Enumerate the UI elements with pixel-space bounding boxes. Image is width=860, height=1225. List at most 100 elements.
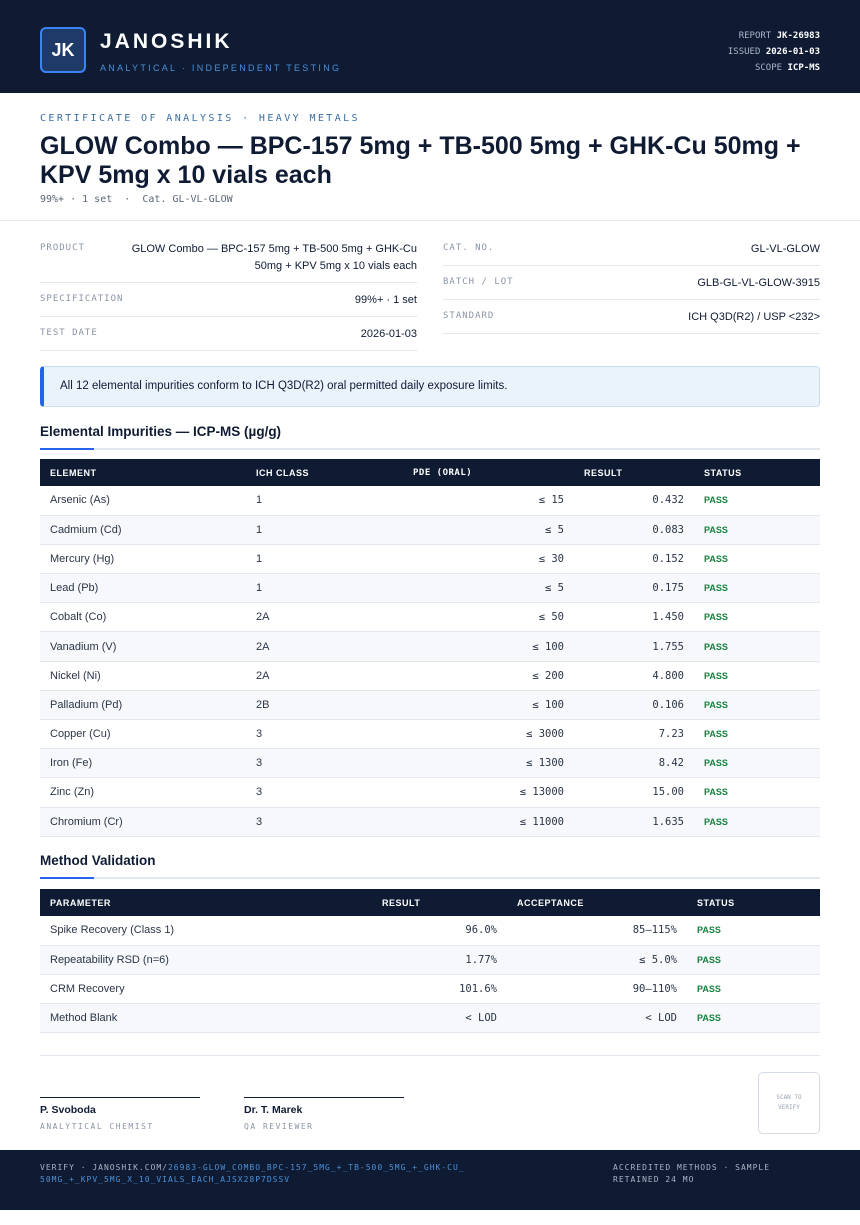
details: PRODUCT GLOW Combo — BPC-157 5mg + TB-500… bbox=[40, 232, 820, 351]
status: PASS bbox=[694, 602, 820, 633]
table-row: Repeatability RSD (n=6) 1.77% ≤ 5.0% PASS bbox=[40, 945, 820, 975]
cell: 7.23 bbox=[574, 719, 694, 750]
cell: 3 bbox=[246, 719, 403, 750]
table-row: Copper (Cu) 3 ≤ 3000 7.23 PASS bbox=[40, 719, 820, 750]
scope: ICP-MS bbox=[787, 63, 820, 73]
column-header: RESULT bbox=[574, 459, 694, 486]
table-row: Lead (Pb) 1 ≤ 5 0.175 PASS bbox=[40, 573, 820, 604]
cell: 0.175 bbox=[574, 573, 694, 604]
cell: 3 bbox=[246, 777, 403, 808]
footer-note: ACCREDITED METHODS · SAMPLE RETAINED 24 … bbox=[613, 1163, 771, 1184]
status: PASS bbox=[694, 719, 820, 750]
cell: ≤ 200 bbox=[403, 661, 574, 691]
details-left: PRODUCT GLOW Combo — BPC-157 5mg + TB-500… bbox=[40, 232, 417, 351]
cell: ≤ 5 bbox=[403, 573, 574, 604]
validation-table: PARAMETER RESULT ACCEPTANCE STATUS Spike Rec… bbox=[40, 889, 820, 1034]
cell: 0.432 bbox=[574, 486, 694, 516]
cell: 1.635 bbox=[574, 807, 694, 837]
signature: P. Svoboda ANALYTICAL CHEMIST bbox=[40, 1097, 200, 1131]
cell: Arsenic (As) bbox=[40, 486, 246, 516]
cell: 15.00 bbox=[574, 777, 694, 808]
cell: Zinc (Zn) bbox=[40, 777, 246, 808]
cell: 96.0% bbox=[372, 916, 507, 946]
table-row: Arsenic (As) 1 ≤ 15 0.432 PASS bbox=[40, 486, 820, 516]
table-row: Cadmium (Cd) 1 ≤ 5 0.083 PASS bbox=[40, 515, 820, 545]
status: PASS bbox=[694, 544, 820, 575]
cell: Palladium (Pd) bbox=[40, 690, 246, 721]
status: PASS bbox=[687, 945, 820, 975]
cell: 1.450 bbox=[574, 602, 694, 633]
kicker: CERTIFICATE OF ANALYSIS · HEAVY METALS bbox=[40, 113, 360, 124]
status: PASS bbox=[694, 515, 820, 545]
cell: ≤ 30 bbox=[403, 544, 574, 575]
cell: 0.152 bbox=[574, 544, 694, 575]
cell: 1 bbox=[246, 573, 403, 604]
status: PASS bbox=[694, 807, 820, 837]
cell: ≤ 11000 bbox=[403, 807, 574, 837]
cell: 3 bbox=[246, 748, 403, 779]
cell: 1.755 bbox=[574, 631, 694, 662]
report-id: JK-26983 bbox=[776, 31, 820, 41]
column-header: ACCEPTANCE bbox=[507, 889, 687, 916]
table-row: Vanadium (V) 2A ≤ 100 1.755 PASS bbox=[40, 631, 820, 662]
table-row: Iron (Fe) 3 ≤ 1300 8.42 PASS bbox=[40, 748, 820, 779]
table-row: Chromium (Cr) 3 ≤ 11000 1.635 PASS bbox=[40, 807, 820, 837]
cell: Chromium (Cr) bbox=[40, 807, 246, 837]
status: PASS bbox=[687, 974, 820, 1005]
cell: ≤ 50 bbox=[403, 602, 574, 633]
issued-date: 2026-01-03 bbox=[765, 47, 820, 57]
status: PASS bbox=[694, 748, 820, 779]
cell: ≤ 13000 bbox=[403, 777, 574, 808]
detail-label: SPECIFICATION bbox=[40, 294, 124, 304]
cell: 4.800 bbox=[574, 661, 694, 691]
cell: Cobalt (Co) bbox=[40, 602, 246, 633]
detail-value: GLB-GL-VL-GLOW-3915 bbox=[697, 277, 820, 289]
subtitle: 99%+ · 1 set · Cat. GL-VL-GLOW bbox=[40, 194, 233, 205]
cell: 1 bbox=[246, 515, 403, 545]
detail-row: SPECIFICATION 99%+ · 1 set bbox=[40, 283, 417, 317]
report-meta: REPORT JK-26983 ISSUED 2026-01-03 SCOPE … bbox=[728, 28, 820, 76]
column-header: ICH CLASS bbox=[246, 459, 403, 486]
detail-label: BATCH / LOT bbox=[443, 277, 514, 287]
cell: 2A bbox=[246, 602, 403, 633]
cell: 1 bbox=[246, 486, 403, 516]
signer-name: P. Svoboda bbox=[40, 1104, 96, 1116]
label: SCOPE bbox=[754, 63, 783, 73]
section-title: Elemental Impurities — ICP-MS (µg/g) bbox=[40, 424, 820, 450]
verify-link[interactable]: 26983-GLOW_COMBO_BPC-157_5MG_+_TB-500_5M… bbox=[40, 1163, 465, 1184]
cell: Iron (Fe) bbox=[40, 748, 246, 779]
cell: ≤ 5.0% bbox=[507, 945, 687, 975]
column-header: ELEMENT bbox=[40, 459, 246, 486]
detail-label: CAT. NO. bbox=[443, 243, 495, 253]
detail-row: STANDARD ICH Q3D(R2) / USP <232> bbox=[443, 300, 820, 334]
title: GLOW Combo — BPC-157 5mg + TB-500 5mg + … bbox=[40, 132, 801, 189]
detail-value: 99%+ · 1 set bbox=[354, 294, 417, 306]
detail-row: PRODUCT GLOW Combo — BPC-157 5mg + TB-500… bbox=[40, 232, 417, 283]
cell: Method Blank bbox=[40, 1003, 372, 1034]
status: PASS bbox=[694, 486, 820, 516]
cell: Spike Recovery (Class 1) bbox=[40, 916, 372, 946]
table-row: Spike Recovery (Class 1) 96.0% 85–115% PASS bbox=[40, 916, 820, 946]
status: PASS bbox=[694, 573, 820, 604]
cell: 2A bbox=[246, 631, 403, 662]
cell: 1 bbox=[246, 544, 403, 575]
signature: Dr. T. Marek QA REVIEWER bbox=[244, 1097, 404, 1131]
cell: Lead (Pb) bbox=[40, 573, 246, 604]
cell: Cadmium (Cd) bbox=[40, 515, 246, 545]
signer-role: QA REVIEWER bbox=[244, 1122, 314, 1131]
divider bbox=[40, 1055, 820, 1056]
details-right: CAT. NO. GL-VL-GLOW BATCH / LOT GLB-GL-VL-G… bbox=[443, 232, 820, 351]
status: PASS bbox=[694, 690, 820, 721]
cell: < LOD bbox=[372, 1003, 507, 1034]
cell: Repeatability RSD (n=6) bbox=[40, 945, 372, 975]
detail-value: 2026-01-03 bbox=[360, 328, 417, 340]
brand: JANOSHIK bbox=[100, 30, 233, 53]
cell: 0.106 bbox=[574, 690, 694, 721]
qr-code[interactable]: SCAN TO VERIFY bbox=[758, 1072, 820, 1134]
column-header: STATUS bbox=[687, 889, 820, 916]
detail-label: TEST DATE bbox=[40, 328, 98, 338]
cell: ≤ 1300 bbox=[403, 748, 574, 779]
detail-row: TEST DATE 2026-01-03 bbox=[40, 317, 417, 351]
status: PASS bbox=[687, 1003, 820, 1034]
